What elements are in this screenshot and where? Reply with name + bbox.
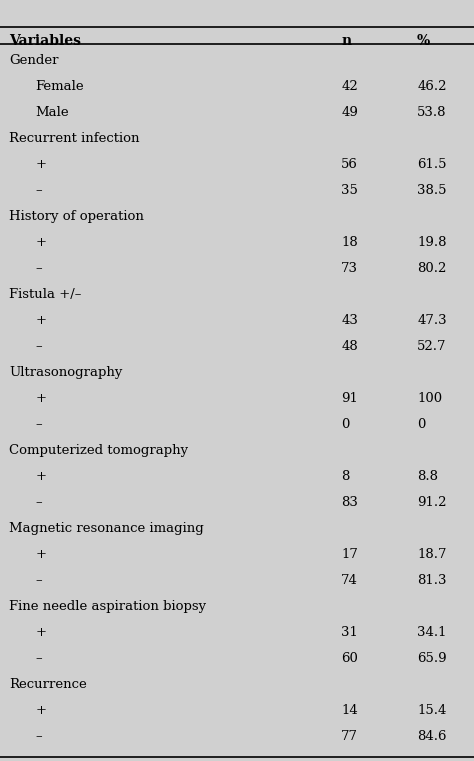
Text: Fine needle aspiration biopsy: Fine needle aspiration biopsy bbox=[9, 600, 207, 613]
Text: Recurrent infection: Recurrent infection bbox=[9, 132, 140, 145]
Text: 19.8: 19.8 bbox=[417, 237, 447, 250]
Text: –: – bbox=[36, 496, 42, 509]
Text: 81.3: 81.3 bbox=[417, 574, 447, 587]
Text: 34.1: 34.1 bbox=[417, 626, 447, 639]
Text: Fistula +/–: Fistula +/– bbox=[9, 288, 82, 301]
Text: 60: 60 bbox=[341, 652, 358, 665]
Text: 84.6: 84.6 bbox=[417, 730, 447, 743]
Text: 91.2: 91.2 bbox=[417, 496, 447, 509]
Text: 100: 100 bbox=[417, 392, 442, 406]
Text: +: + bbox=[36, 470, 46, 483]
Text: 8.8: 8.8 bbox=[417, 470, 438, 483]
Text: %: % bbox=[417, 34, 430, 48]
Text: 0: 0 bbox=[341, 419, 350, 431]
Text: +: + bbox=[36, 237, 46, 250]
Text: +: + bbox=[36, 314, 46, 327]
Text: –: – bbox=[36, 263, 42, 275]
Text: 17: 17 bbox=[341, 548, 358, 561]
Text: 80.2: 80.2 bbox=[417, 263, 447, 275]
Text: 49: 49 bbox=[341, 107, 358, 119]
Text: 46.2: 46.2 bbox=[417, 81, 447, 94]
Text: 18.7: 18.7 bbox=[417, 548, 447, 561]
Text: Female: Female bbox=[36, 81, 84, 94]
Text: –: – bbox=[36, 574, 42, 587]
Text: 61.5: 61.5 bbox=[417, 158, 447, 171]
Text: 42: 42 bbox=[341, 81, 358, 94]
Text: 15.4: 15.4 bbox=[417, 704, 447, 717]
Text: +: + bbox=[36, 626, 46, 639]
Text: n: n bbox=[341, 34, 351, 48]
Text: +: + bbox=[36, 158, 46, 171]
Text: +: + bbox=[36, 548, 46, 561]
Text: 77: 77 bbox=[341, 730, 358, 743]
Text: 38.5: 38.5 bbox=[417, 184, 447, 197]
Text: Gender: Gender bbox=[9, 55, 59, 68]
Text: 43: 43 bbox=[341, 314, 358, 327]
Text: 65.9: 65.9 bbox=[417, 652, 447, 665]
Text: Variables: Variables bbox=[9, 34, 82, 48]
Text: 8: 8 bbox=[341, 470, 350, 483]
Text: Computerized tomography: Computerized tomography bbox=[9, 444, 189, 457]
Text: Ultrasonography: Ultrasonography bbox=[9, 366, 123, 379]
Text: 14: 14 bbox=[341, 704, 358, 717]
Text: –: – bbox=[36, 184, 42, 197]
Text: 56: 56 bbox=[341, 158, 358, 171]
Text: Recurrence: Recurrence bbox=[9, 678, 87, 691]
Text: +: + bbox=[36, 704, 46, 717]
Text: –: – bbox=[36, 340, 42, 353]
Text: –: – bbox=[36, 419, 42, 431]
Text: 47.3: 47.3 bbox=[417, 314, 447, 327]
Text: –: – bbox=[36, 652, 42, 665]
Text: Male: Male bbox=[36, 107, 69, 119]
Text: Magnetic resonance imaging: Magnetic resonance imaging bbox=[9, 522, 204, 535]
Text: 31: 31 bbox=[341, 626, 358, 639]
Text: 18: 18 bbox=[341, 237, 358, 250]
Text: –: – bbox=[36, 730, 42, 743]
Text: 53.8: 53.8 bbox=[417, 107, 447, 119]
Text: 73: 73 bbox=[341, 263, 358, 275]
Text: History of operation: History of operation bbox=[9, 210, 145, 224]
Text: 83: 83 bbox=[341, 496, 358, 509]
Text: 35: 35 bbox=[341, 184, 358, 197]
Text: 0: 0 bbox=[417, 419, 426, 431]
Text: 48: 48 bbox=[341, 340, 358, 353]
Text: 91: 91 bbox=[341, 392, 358, 406]
Text: 74: 74 bbox=[341, 574, 358, 587]
Text: +: + bbox=[36, 392, 46, 406]
Text: 52.7: 52.7 bbox=[417, 340, 447, 353]
